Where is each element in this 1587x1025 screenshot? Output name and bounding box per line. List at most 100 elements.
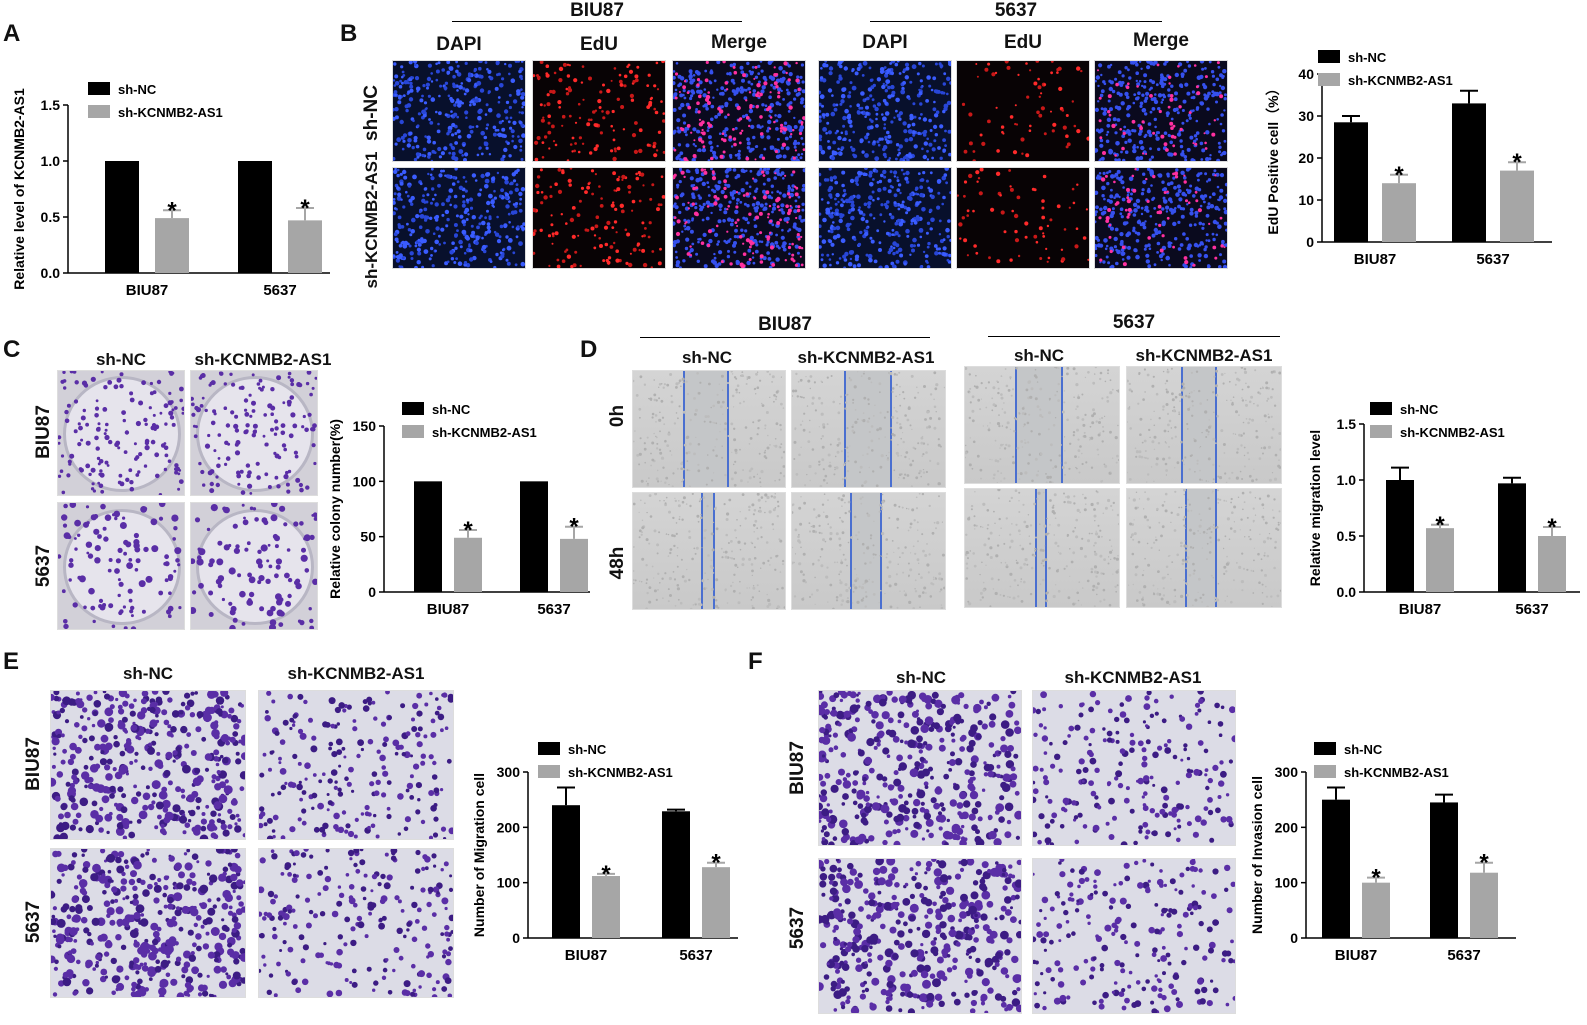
micrograph-texture [1033, 691, 1235, 845]
b-bar-1-0 [1382, 183, 1416, 242]
a-legend-label-0: sh-NC [118, 82, 157, 97]
e-legend-label-0: sh-NC [568, 742, 607, 757]
f-ytick-label-0: 0 [1290, 930, 1298, 946]
b-cellline-biu87: BIU87 [570, 0, 624, 21]
c-legend-label-0: sh-NC [432, 402, 471, 417]
panel-letter-b: B [340, 20, 358, 47]
micrograph-texture [259, 691, 453, 839]
chart-b-edu-positive: 0 10 20 30 40 EdU Positive cell（%） * BIU87 * 5637… [1265, 50, 1552, 268]
b-img-biu87-merge-shkc [672, 167, 806, 269]
b-img-biu87-edu-shnc [532, 60, 666, 162]
b-img-5637-merge-shkc [1094, 167, 1228, 269]
d-col-sh-nc-2: sh-NC [1013, 346, 1065, 365]
f-legend-swatch-0 [1314, 742, 1336, 755]
b-img-5637-edu-shnc [956, 60, 1090, 162]
a-legend-swatch-0 [88, 82, 110, 95]
c-ylabel: Relative colony number(%) [330, 419, 343, 599]
b-legend-swatch-0 [1318, 50, 1340, 63]
a-legend-label-1: sh-KCNMB2-AS1 [118, 105, 223, 120]
micrograph-texture [1127, 367, 1281, 483]
a-sig-1: * [300, 195, 310, 222]
chart-d-migration-level: 0.0 0.5 1.0 1.5 Relative migration level * BIU… [1307, 402, 1580, 618]
d-sig-1: * [1547, 514, 1557, 541]
e-bar-1-0 [592, 876, 620, 938]
d-img-biu87-shkc-48h [791, 492, 946, 610]
e-xtick-label-0: BIU87 [565, 947, 608, 964]
e-xtick-label-1: 5637 [679, 947, 712, 964]
e-legend-swatch-1 [538, 765, 560, 778]
d-xtick-label-1: 5637 [1515, 601, 1548, 618]
c-sig-0: * [463, 517, 473, 544]
b-ytick-label-4: 40 [1298, 66, 1314, 82]
f-sig-0: * [1371, 865, 1381, 892]
c-bar-1-0 [454, 537, 482, 592]
e-ytick-label-0: 0 [512, 930, 520, 946]
f-legend-label-1: sh-KCNMB2-AS1 [1344, 765, 1449, 780]
chart-e-migration-cell: 0 100 200 300 Number of Migration cell * BIU87… [471, 742, 738, 964]
micrograph-texture [965, 489, 1119, 607]
panel-letter-f: F [748, 648, 763, 675]
micrograph-texture [259, 849, 453, 997]
c-bar-0-0 [414, 481, 442, 592]
c-row-biu87: BIU87 [33, 405, 54, 459]
micrograph-texture [673, 61, 805, 161]
e-ylabel: Number of Migration cell [471, 773, 487, 937]
c-sig-1: * [569, 514, 579, 541]
b-row-sh-kcnmb2: sh-KCNMB2-AS1 [362, 151, 381, 289]
f-row-biu87: BIU87 [787, 741, 808, 795]
micrograph-texture [51, 691, 245, 839]
b-cellline-5637: 5637 [994, 0, 1038, 21]
a-sig-0: * [167, 197, 177, 224]
c-col-sh-nc: sh-NC [95, 350, 147, 369]
chart-a-relative-level: 0.0 0.5 1.0 1.5 Relative level of KCNMB2-AS1… [11, 82, 330, 299]
f-col-sh-nc: sh-NC [895, 668, 947, 687]
d-legend-swatch-0 [1370, 402, 1392, 415]
micrograph-texture [1128, 489, 1281, 607]
d-ytick-label-3: 1.5 [1337, 416, 1357, 432]
e-img-biu87-shkc [258, 690, 454, 840]
f-ytick-label-3: 300 [1275, 764, 1299, 780]
d-img-5637-shnc-48h [964, 488, 1120, 608]
c-ytick-label-3: 150 [353, 418, 377, 434]
e-row-biu87: BIU87 [23, 737, 44, 791]
d-biu87-rule [640, 337, 930, 338]
a-ytick-label-2: 1.0 [41, 153, 61, 169]
b-col-edu-2: EdU [1004, 32, 1042, 53]
d-ylabel: Relative migration level [1307, 430, 1323, 586]
b-img-biu87-merge-shnc [672, 60, 806, 162]
e-legend-swatch-0 [538, 742, 560, 755]
micrograph-texture [633, 371, 785, 487]
d-xtick-label-0: BIU87 [1399, 601, 1442, 618]
a-ytick-label-0: 0.0 [41, 265, 61, 281]
d-bar-0-1 [1498, 483, 1526, 592]
b-img-biu87-dapi-shkc [392, 167, 526, 269]
a-ylabel: Relative level of KCNMB2-AS1 [11, 88, 27, 290]
d-ytick-label-0: 0.0 [1337, 584, 1357, 600]
micrograph-texture [961, 61, 1089, 161]
micrograph-texture [819, 859, 1021, 1013]
e-row-5637: 5637 [23, 900, 44, 944]
e-legend-label-1: sh-KCNMB2-AS1 [568, 765, 673, 780]
b-legend-label-1: sh-KCNMB2-AS1 [1348, 73, 1453, 88]
d-img-biu87-shkc-0h [791, 370, 946, 488]
c-legend-swatch-0 [402, 402, 424, 415]
chart-f-invasion-cell: 0 100 200 300 Number of Invasion cell * BIU87 *… [1249, 742, 1516, 964]
d-img-5637-shnc-0h [964, 366, 1120, 484]
e-sig-1: * [711, 850, 721, 877]
b-sig-1: * [1512, 149, 1522, 176]
e-ytick-label-3: 300 [497, 764, 521, 780]
f-bar-1-1 [1470, 872, 1498, 938]
d-row-0h: 0h [607, 404, 628, 428]
c-plate-biu87-shnc [57, 370, 185, 496]
micrograph-texture [58, 503, 182, 629]
micrograph-texture [1098, 168, 1226, 267]
f-img-5637-shkc [1032, 858, 1236, 1014]
f-legend-label-0: sh-NC [1344, 742, 1383, 757]
micrograph-texture [673, 168, 805, 268]
f-sig-1: * [1479, 850, 1489, 877]
f-bar-0-0 [1322, 799, 1350, 938]
c-xtick-label-0: BIU87 [427, 601, 470, 618]
a-legend-swatch-1 [88, 105, 110, 118]
e-ytick-label-2: 200 [497, 819, 521, 835]
b-sig-0: * [1394, 162, 1404, 189]
